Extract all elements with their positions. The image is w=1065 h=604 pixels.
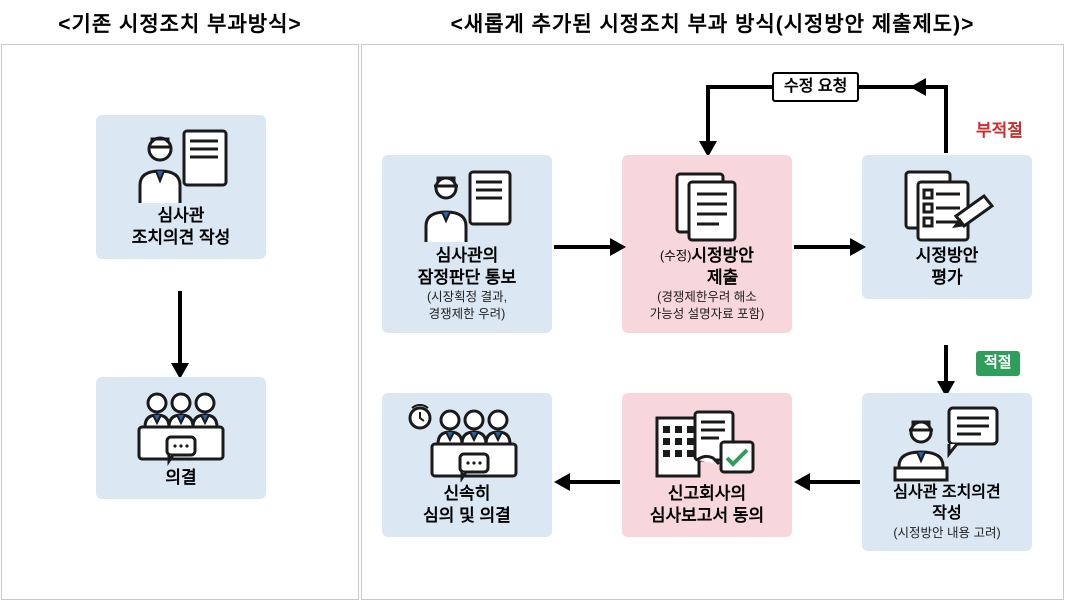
loop-up [944,85,948,153]
panel-new: 수정 요청 부적절 심사관의 잠정판단 통보 (시장획정 결과, 경쟁제한 우려… [361,44,1064,600]
node-label: 시정방안 제출 [691,245,754,289]
examiner-speech-icon [870,403,1024,483]
examiner-doc-icon [104,125,258,205]
documents-icon [630,165,784,245]
title-left: <기존 시정조치 부과방식> [0,0,360,44]
arrow-head-icon [794,473,810,491]
panel-existing: 심사관 조치의견 작성 의결 [1,44,359,600]
node-label: 신고회사의 심사보고서 동의 [630,483,784,527]
node-label: 의결 [104,467,258,489]
checklist-pen-icon [870,165,1024,245]
tag-request: 수정 요청 [772,72,859,102]
arrow-head-icon [850,238,866,256]
node-label: 시정방안 평가 [870,245,1024,289]
tag-accept: 적절 [976,351,1020,376]
loop-down [706,85,710,143]
examiner-doc-icon [390,165,544,245]
arrow-head-icon [910,78,926,96]
arrow-r5r6 [568,480,620,484]
node-evaluate: 시정방안 평가 [862,155,1032,299]
panel-icon [104,387,258,467]
title-right: <새롭게 추가된 시정조치 부과 방식(시정방안 제출제도)> [360,0,1065,44]
node-write-opinion: 심사관 조치의견 작성 (시정방안 내용 고려) [862,393,1032,551]
arrow-r3r4 [944,345,948,383]
node-label: 심사관 조치의견 작성 [104,205,258,249]
node-submit-plan: (수정)시정방안 제출 (경쟁제한우려 해소 가능성 설명자료 포함) [622,155,792,333]
panel-clock-icon [390,403,544,483]
arrow-down [178,291,182,365]
node-resolution: 의결 [96,377,266,499]
node-label: 심사관 조치의견 작성 [870,483,1024,525]
arrow-head-icon [610,238,626,256]
arrow-head-icon [554,473,570,491]
arrow-r4r5 [808,480,860,484]
node-pre: (수정) [660,249,691,263]
arrow-r1r2 [554,245,612,249]
node-label: 심사관의 잠정판단 통보 [390,245,544,289]
node-sub: (경쟁제한우려 해소 가능성 설명자료 포함) [630,289,784,323]
node-preliminary: 심사관의 잠정판단 통보 (시장획정 결과, 경쟁제한 우려) [382,155,552,333]
node-sub: (시장획정 결과, 경쟁제한 우려) [390,289,544,323]
building-doc-icon [630,403,784,483]
node-quick-resolution: 신속히 심의 및 의결 [382,393,552,537]
node-examiner-opinion: 심사관 조치의견 작성 [96,115,266,259]
node-agree-report: 신고회사의 심사보고서 동의 [622,393,792,537]
node-label: 신속히 심의 및 의결 [390,483,544,527]
arrow-r2r3 [794,245,852,249]
tag-reject: 부적절 [974,120,1025,143]
node-sub: (시정방안 내용 고려) [870,525,1024,542]
